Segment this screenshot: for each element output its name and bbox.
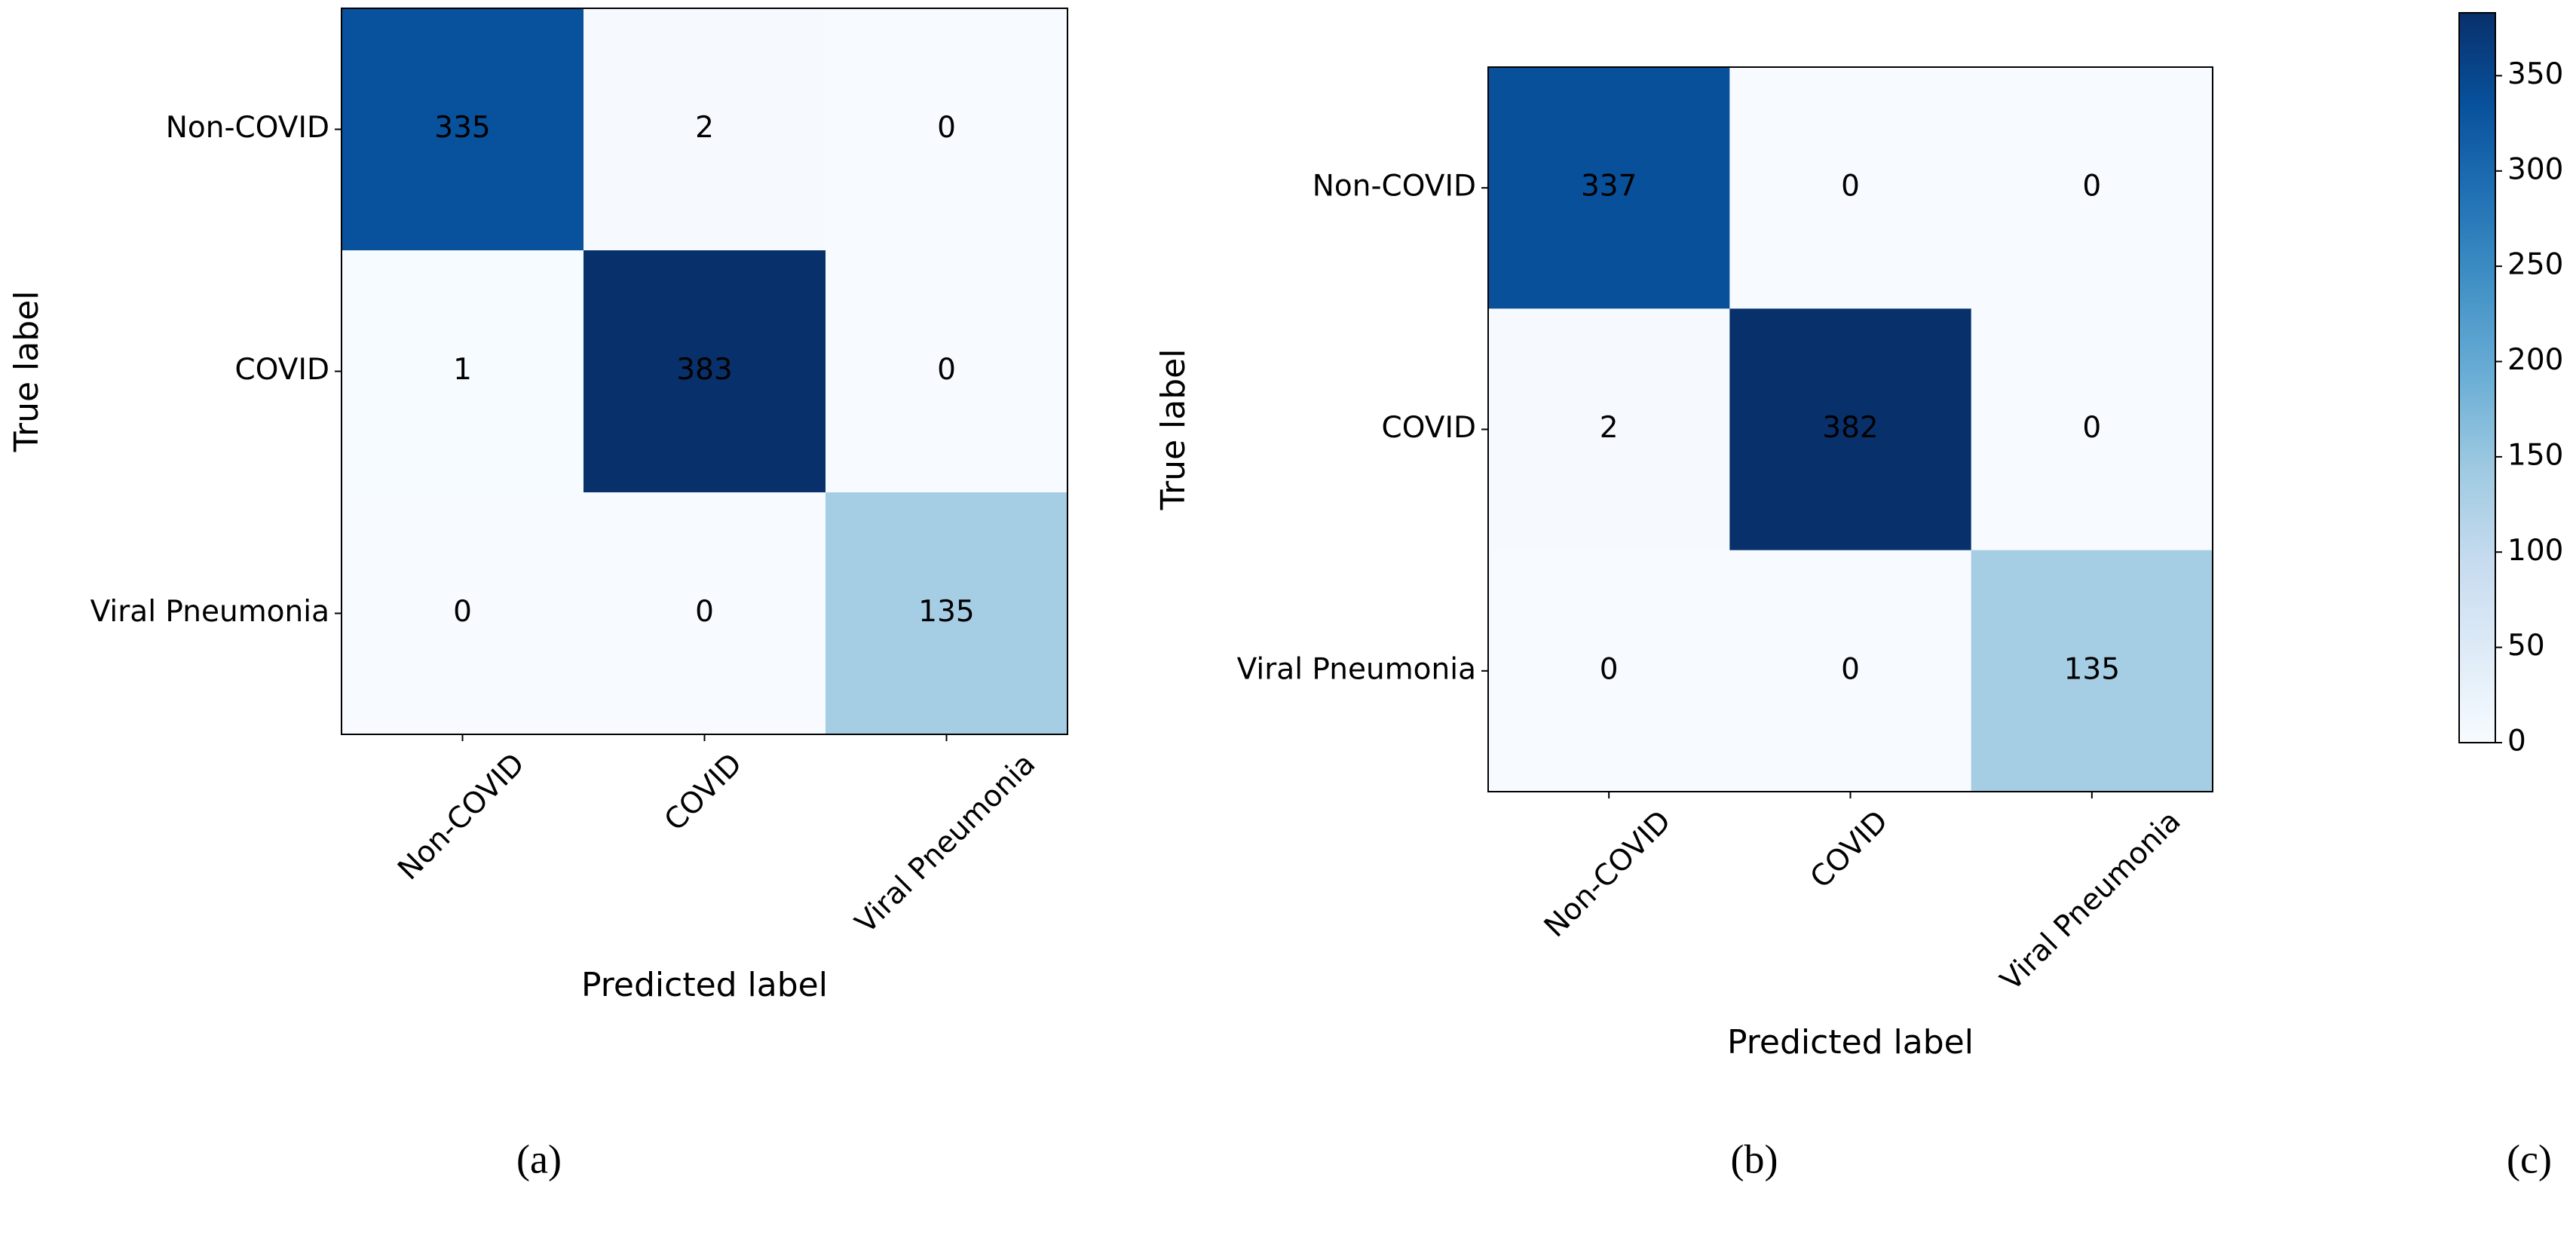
cell-value: 0 [695, 595, 714, 629]
heatmap-cell [1729, 67, 1972, 309]
x-axis-title: Predicted label [581, 966, 828, 1004]
heatmap-cell [825, 250, 1068, 493]
panel-caption: (a) [516, 1136, 562, 1181]
cell-value: 382 [1822, 411, 1878, 445]
y-tick-label: COVID [235, 353, 329, 387]
cell-value: 2 [1600, 411, 1619, 445]
heatmap-cell [584, 250, 826, 493]
y-tick-label: Non-COVID [166, 111, 329, 145]
heatmap-cell [1488, 308, 1730, 551]
y-axis-title: True label [8, 291, 46, 453]
y-tick-label: COVID [1382, 411, 1476, 445]
cell-value: 0 [453, 595, 472, 629]
y-axis-title: True label [1154, 349, 1193, 511]
cell-value: 0 [937, 111, 956, 145]
cell-value: 1 [453, 353, 472, 387]
colorbar-tick-label: 100 [2507, 534, 2563, 568]
cell-value: 0 [937, 353, 956, 387]
colorbar-tick-label: 200 [2507, 343, 2563, 377]
panel-caption: (b) [1731, 1136, 1778, 1181]
heatmap-cell [1488, 67, 1730, 309]
colorbar-tick-label: 250 [2507, 248, 2563, 282]
cell-value: 0 [1600, 652, 1619, 686]
x-tick-label: Viral Pneumonia [849, 747, 1042, 940]
cell-value: 0 [1841, 652, 1860, 686]
cell-value: 0 [2082, 170, 2101, 204]
heatmap-cell [1729, 308, 1972, 551]
colorbar [2458, 12, 2496, 743]
cell-value: 135 [918, 595, 974, 629]
cell-value: 135 [2064, 652, 2120, 686]
heatmap-cell [584, 492, 826, 735]
colorbar-tick-label: 0 [2507, 725, 2526, 758]
heatmap-cell [825, 8, 1068, 251]
y-tick-label: Viral Pneumonia [1237, 652, 1476, 686]
heatmap-cell [342, 492, 584, 735]
heatmap-cell [342, 8, 584, 251]
x-tick-label: Viral Pneumonia [1994, 804, 2187, 997]
heatmap-cell [1488, 550, 1730, 792]
heatmap-cell [584, 8, 826, 251]
x-axis-title: Predicted label [1727, 1023, 1974, 1062]
cell-value: 337 [1581, 170, 1637, 204]
heatmap-cell [342, 250, 584, 493]
x-tick-label: COVID [658, 747, 749, 838]
heatmap-cell [825, 492, 1068, 735]
cell-value: 0 [1841, 170, 1860, 204]
colorbar-tick-label: 350 [2507, 57, 2563, 91]
x-tick-label: Non-COVID [391, 747, 531, 887]
cell-value: 335 [434, 111, 490, 145]
heatmap-cell [1971, 67, 2213, 309]
heatmap-cell [1971, 550, 2213, 792]
heatmap-cell [1971, 308, 2213, 551]
x-tick-label: Non-COVID [1538, 804, 1677, 944]
heatmap-cell [1729, 550, 1972, 792]
colorbar-tick-label: 300 [2507, 152, 2563, 186]
cell-value: 0 [2082, 411, 2101, 445]
y-tick-label: Viral Pneumonia [90, 595, 329, 629]
panel-caption: (c) [2507, 1136, 2552, 1181]
colorbar-tick-label: 150 [2507, 438, 2563, 472]
colorbar-tick-label: 50 [2507, 629, 2545, 663]
cell-value: 383 [676, 353, 732, 387]
x-tick-label: COVID [1804, 804, 1895, 896]
y-tick-label: Non-COVID [1313, 170, 1476, 204]
cell-value: 2 [695, 111, 714, 145]
